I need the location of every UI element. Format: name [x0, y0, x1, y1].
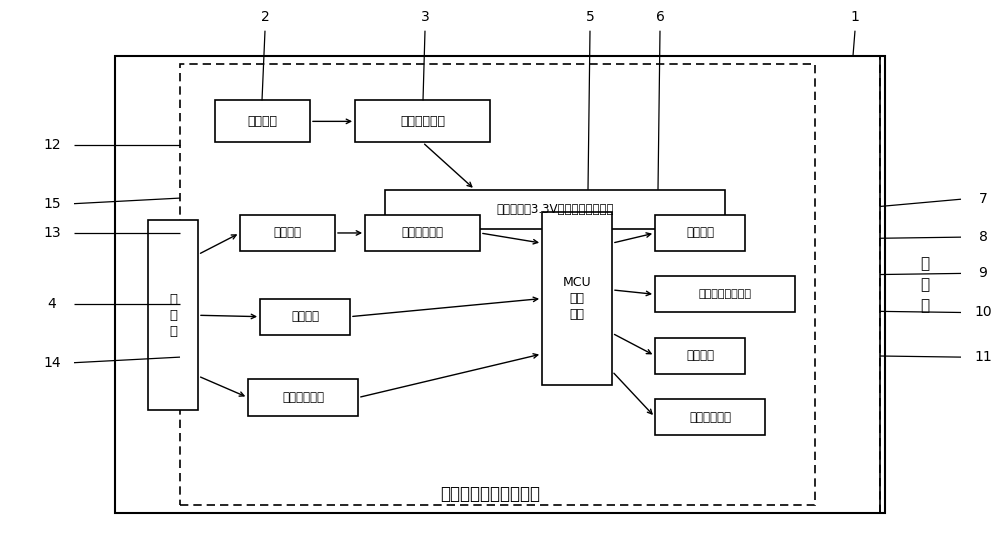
- Text: MCU
控制
模块: MCU 控制 模块: [563, 276, 591, 321]
- Text: 9: 9: [979, 266, 987, 281]
- Bar: [655, 338, 745, 374]
- Bar: [115, 56, 885, 513]
- Text: 10: 10: [974, 305, 992, 320]
- Text: 电池低温辅助加热装置: 电池低温辅助加热装置: [440, 485, 540, 503]
- Text: 蓄
电
池: 蓄 电 池: [169, 293, 177, 338]
- Bar: [180, 64, 815, 505]
- Text: 6: 6: [656, 9, 664, 24]
- Text: 加热模块: 加热模块: [686, 349, 714, 362]
- Text: 太阳能控制器: 太阳能控制器: [400, 115, 445, 128]
- Text: 8: 8: [979, 230, 987, 244]
- Text: 电路切换模块: 电路切换模块: [689, 411, 731, 424]
- Text: 11: 11: [974, 350, 992, 364]
- Text: 12: 12: [43, 138, 61, 152]
- Text: 5: 5: [586, 9, 594, 24]
- Bar: [365, 215, 480, 251]
- Bar: [215, 100, 310, 142]
- Text: 太阳能板: 太阳能板: [248, 115, 278, 128]
- Text: 3: 3: [421, 9, 429, 24]
- Text: 电源模块（3.3V电源及稳压电路）: 电源模块（3.3V电源及稳压电路）: [496, 203, 614, 216]
- Bar: [355, 100, 490, 142]
- Text: 电流测量模块: 电流测量模块: [402, 227, 444, 239]
- Text: 电压测量模块: 电压测量模块: [282, 391, 324, 404]
- Text: 锰铜电阻: 锰铜电阻: [274, 227, 302, 239]
- Text: 15: 15: [43, 196, 61, 211]
- Bar: [655, 215, 745, 251]
- Text: 1: 1: [851, 9, 859, 24]
- Bar: [655, 399, 765, 435]
- Text: 4: 4: [48, 297, 56, 311]
- Text: 7: 7: [979, 192, 987, 206]
- Text: 保
温
箱: 保 温 箱: [920, 256, 930, 313]
- Bar: [148, 220, 198, 410]
- Text: 无线数据传输模块: 无线数据传输模块: [699, 290, 752, 299]
- Bar: [655, 276, 795, 312]
- Text: 显示模块: 显示模块: [686, 227, 714, 239]
- Text: 2: 2: [261, 9, 269, 24]
- Bar: [260, 299, 350, 335]
- Bar: [385, 190, 725, 229]
- Text: 13: 13: [43, 225, 61, 240]
- Bar: [542, 212, 612, 385]
- Bar: [240, 215, 335, 251]
- Bar: [248, 379, 358, 416]
- Text: 测温模块: 测温模块: [291, 310, 319, 323]
- Text: 14: 14: [43, 355, 61, 370]
